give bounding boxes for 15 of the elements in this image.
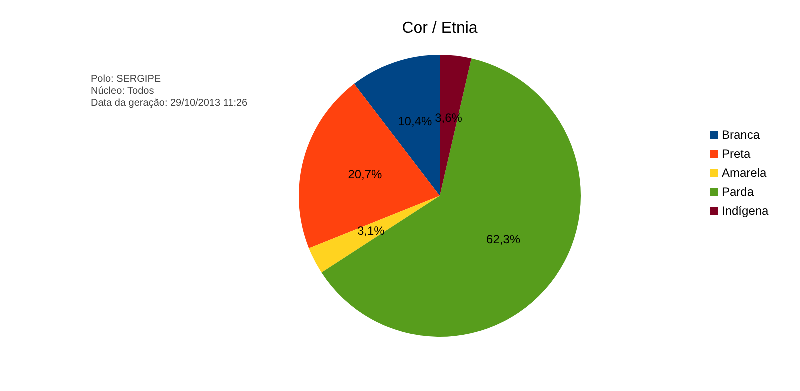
text: Núcleo: Todos xyxy=(91,86,154,97)
legend-label: Amarela xyxy=(722,166,768,180)
data-label: 20,7% xyxy=(348,168,383,182)
text: Polo: SERGIPE xyxy=(91,74,162,85)
legend-label: Branca xyxy=(722,128,760,142)
pie-slice xyxy=(309,196,440,273)
data-label: 10,4% xyxy=(398,114,432,129)
pie-slice xyxy=(322,58,581,337)
text: Data da geração: 29/10/2013 11:26 xyxy=(91,98,248,109)
legend-label: Preta xyxy=(722,147,752,161)
chart-title: Cor / Etnia xyxy=(402,20,478,37)
data-label: 62,3% xyxy=(486,232,521,247)
legend-label: Indígena xyxy=(722,204,770,218)
data-label: 3,1% xyxy=(357,224,386,238)
legend-label: Parda xyxy=(722,185,754,199)
